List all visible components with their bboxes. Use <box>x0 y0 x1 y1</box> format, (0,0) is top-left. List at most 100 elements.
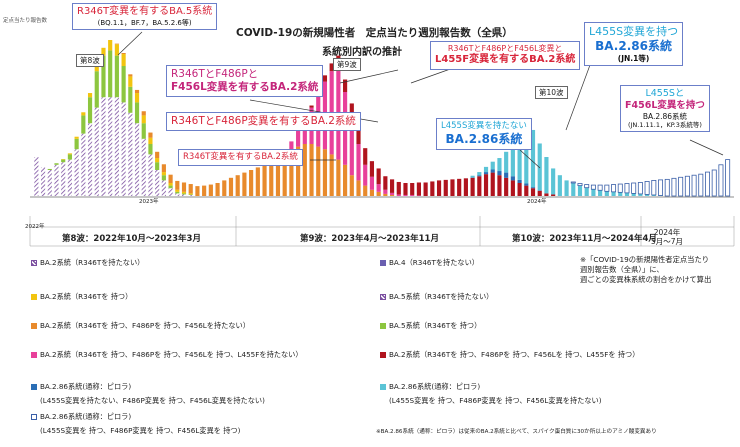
bar-segment <box>155 170 160 196</box>
legend-swatch <box>31 323 37 329</box>
bar-segment <box>322 75 328 82</box>
bar-segment <box>691 174 697 197</box>
bar-segment <box>296 131 301 147</box>
bar-segment <box>188 194 193 196</box>
bar-segment <box>54 163 59 165</box>
bar-segment <box>483 174 489 196</box>
bar-segment <box>597 184 603 191</box>
bar-segment <box>510 145 515 177</box>
bar-segment <box>275 159 281 196</box>
annotation-line: L455Sと <box>645 88 685 99</box>
bar-segment <box>121 53 126 55</box>
bar-segment <box>410 183 415 195</box>
legend-label: BA.2系統（R346Tを持たない） <box>40 258 145 267</box>
bar-segment <box>363 185 368 196</box>
bar-segment <box>705 171 710 197</box>
footnote: ※BA.2.86系統（通称：ピロラ）は従来のBA.2系統と比べて、スパイク蛋白質… <box>376 429 657 435</box>
bar-segment <box>155 151 160 159</box>
bar-segment <box>175 191 180 194</box>
bar-segment <box>67 159 72 196</box>
bar-segment <box>477 172 482 176</box>
annotation-ba286-l455s: L455S変異を持つ BA.2.86系統 (JN.1等) <box>584 22 684 67</box>
annotation-ba5-r346t: R346T変異を有するBA.5系統 (BQ.1.1，BF.7，BA.5.2.6等… <box>72 3 218 31</box>
legend-item: BA.2系統（R346Tを 持つ、F486Pを 持つ、F456Lを 持つ、L45… <box>380 350 639 360</box>
bar-segment <box>309 144 314 196</box>
bar-segment <box>121 66 126 103</box>
bar-segment <box>443 179 448 196</box>
bar-segment <box>389 179 395 193</box>
bar-segment <box>524 136 529 184</box>
bar-segment <box>356 144 361 181</box>
bar-segment <box>470 175 475 178</box>
bar-segment <box>47 168 52 170</box>
year-label: 2024年 <box>527 199 547 205</box>
bar-segment <box>34 157 39 196</box>
bar-segment <box>181 182 187 192</box>
bar-segment <box>678 176 684 197</box>
legend-label: BA.2.86系統(通称：ピロラ) <box>40 382 132 391</box>
legend-swatch <box>380 384 386 390</box>
bar-segment <box>430 181 435 196</box>
bar-segment <box>450 179 455 196</box>
bar-segment <box>483 166 489 173</box>
bar-segment <box>81 112 86 116</box>
bar-segment <box>590 184 596 190</box>
bar-segment <box>504 177 509 196</box>
bar-segment <box>396 194 401 196</box>
bar-segment <box>376 184 381 192</box>
annotation-line: F456L変異を有するBA.2系統 <box>171 81 319 94</box>
bar-segment <box>584 184 590 189</box>
wave-tag-9: 第9波 <box>333 58 361 72</box>
bar-segment <box>148 144 153 155</box>
bar-segment <box>309 105 314 108</box>
year-label: 2023年 <box>139 199 159 205</box>
axes <box>29 196 735 247</box>
bar-segment <box>383 189 388 194</box>
legend-label: BA.2系統（R346Tを 持つ、F486Pを 持つ、F456Lを 持つ、L45… <box>40 350 303 359</box>
bar-segment <box>289 149 294 196</box>
bar-segment <box>530 188 536 196</box>
bar-segment <box>302 144 307 196</box>
bar-segment <box>161 175 166 181</box>
bar-segment <box>564 180 569 196</box>
bar-segment <box>114 55 119 98</box>
bar-segment <box>114 44 119 56</box>
annotation-line: L455F変異を有するBA.2系統 <box>435 54 576 65</box>
bar-segment <box>645 194 650 196</box>
bar-segment <box>537 143 542 191</box>
bar-segment <box>363 164 368 186</box>
bar-segment <box>510 180 515 196</box>
period-label-2024: 2024年 5月〜7月 <box>651 228 684 246</box>
bar-segment <box>416 195 421 196</box>
bar-segment <box>376 191 381 196</box>
bar-segment <box>87 97 93 124</box>
bar-segment <box>396 181 401 195</box>
bar-segment <box>148 132 153 138</box>
bar-segment <box>524 185 529 196</box>
annotation-line: BA.2.86系統 <box>642 111 688 121</box>
bar-segment <box>141 111 146 116</box>
bar-group <box>34 40 731 197</box>
legend-item: BA.2.86系統(通称：ピロラ) (L455S変異を 持つ、F486P変異を 持… <box>380 382 602 406</box>
bar-segment <box>61 159 66 160</box>
annotation-line: L455S変異を持たない <box>441 121 527 131</box>
bar-segment <box>141 115 146 124</box>
bar-segment <box>67 153 72 155</box>
bar-segment <box>423 182 428 196</box>
annotation-ba286-f456l: L455Sと F456L変異を持つ BA.2.86系統 (JN.1.11.1，K… <box>620 85 710 133</box>
bar-segment <box>637 182 643 195</box>
legend-item: BA.2系統（R346Tを持たない） <box>31 258 144 268</box>
bar-segment <box>101 97 106 196</box>
period-label-wave8: 第8波：2022年10月〜2023年3月 <box>62 234 201 244</box>
bar-segment <box>671 177 677 197</box>
bar-segment <box>181 194 187 196</box>
annotation-line: (JN.1等) <box>617 53 650 63</box>
bar-segment <box>376 168 381 185</box>
bar-segment <box>369 189 375 196</box>
bar-segment <box>269 162 274 196</box>
annotation-ba2-r346t: R346T変異を有するBA.2系統 <box>178 149 303 166</box>
legend-swatch <box>31 384 37 390</box>
year-label: 2022年 <box>25 224 45 230</box>
wave-tag-10: 第10波 <box>535 86 568 100</box>
bar-segment <box>215 183 220 196</box>
